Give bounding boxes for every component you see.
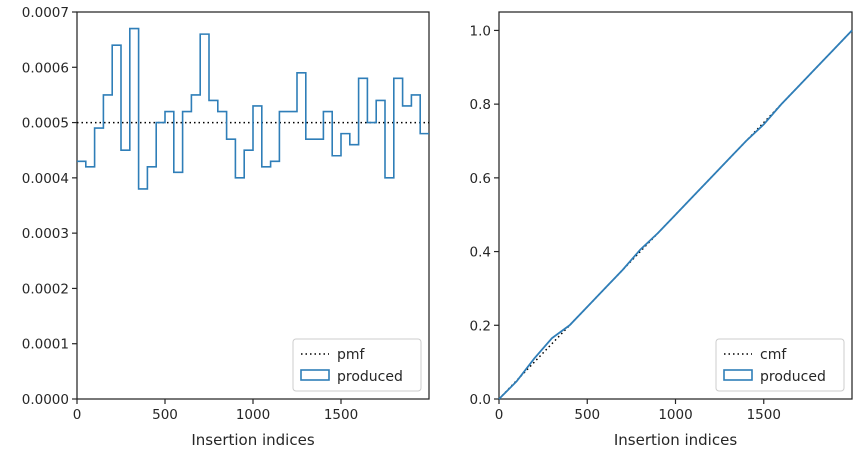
- legend-box: [715, 338, 845, 392]
- y-tick-label: 0.0: [470, 392, 491, 408]
- x-tick-label: 1500: [324, 407, 358, 423]
- x-tick-label: 500: [574, 407, 600, 423]
- legend-produced-label: produced: [760, 369, 826, 385]
- pmf-histogram-chart: 0.0000 0.0001 0.0002 0.0003 0.0004 0.0005 0.00…: [22, 5, 430, 449]
- legend: pmf produced: [292, 338, 422, 392]
- y-tick-label: 1.0: [470, 23, 491, 39]
- y-tick-label: 0.0005: [22, 116, 69, 132]
- y-axis-ticks: 0.0000 0.0001 0.0002 0.0003 0.0004 0.0005 0.00…: [22, 5, 77, 408]
- produced-cumulative-line: [498, 29, 853, 400]
- y-tick-label: 0.0002: [22, 281, 69, 297]
- y-tick-label: 0.0001: [22, 337, 69, 353]
- y-tick-label: 0.6: [470, 171, 491, 187]
- x-axis-label: Insertion indices: [191, 431, 314, 449]
- y-tick-label: 0.0006: [22, 60, 69, 76]
- y-tick-label: 0.2: [470, 318, 491, 334]
- y-tick-label: 0.4: [470, 245, 491, 261]
- y-tick-label: 0.0000: [22, 392, 69, 408]
- legend-pmf-label: pmf: [337, 347, 366, 363]
- y-tick-label: 0.0003: [22, 226, 69, 242]
- y-tick-label: 0.0007: [22, 5, 69, 21]
- y-tick-label: 0.0004: [22, 171, 69, 187]
- x-tick-label: 1000: [658, 407, 692, 423]
- x-axis-label: Insertion indices: [614, 431, 737, 449]
- legend-produced-swatch: [723, 369, 753, 381]
- y-axis-ticks: 0.0 0.2 0.4 0.6 0.8 1.0: [470, 23, 499, 408]
- x-tick-label: 1500: [747, 407, 781, 423]
- legend-produced-swatch: [300, 369, 330, 381]
- cmf-line-chart: 0.0 0.2 0.4 0.6 0.8 1.0 0 500 1000 1500 Insertio…: [470, 11, 853, 449]
- x-tick-label: 1000: [236, 407, 270, 423]
- y-tick-label: 0.8: [470, 97, 491, 113]
- legend-cmf-label: cmf: [760, 347, 787, 363]
- produced-histogram-step: [77, 27, 429, 190]
- legend-produced-label: produced: [337, 369, 403, 385]
- x-tick-label: 0: [495, 407, 504, 423]
- x-tick-label: 500: [152, 407, 178, 423]
- x-tick-label: 0: [73, 407, 82, 423]
- legend-box: [292, 338, 422, 392]
- x-axis-ticks: 0 500 1000 1500: [495, 399, 781, 423]
- x-axis-ticks: 0 500 1000 1500: [73, 399, 358, 423]
- legend: cmf produced: [715, 338, 845, 392]
